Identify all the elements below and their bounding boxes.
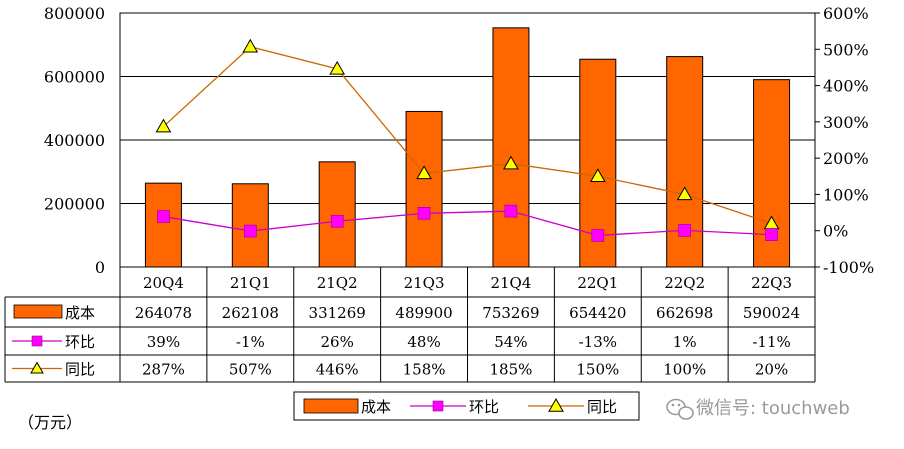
yoy-marker-21Q4 — [503, 155, 519, 170]
yoy-line — [162, 46, 772, 225]
legend-key-triangle-marker — [548, 397, 564, 412]
category-label: 21Q4 — [490, 274, 531, 292]
table-cell: 262108 — [222, 304, 279, 322]
table-cell: 331269 — [309, 304, 366, 322]
y-right-tick-label: 300% — [823, 113, 869, 132]
qoq-line — [163, 210, 772, 237]
y-right-tick-label: 500% — [823, 40, 869, 59]
table-cell: 753269 — [482, 304, 539, 322]
y-left-tick-label: 0 — [95, 258, 105, 277]
table-cell: 26% — [321, 333, 354, 351]
qoq-marker-21Q3 — [417, 206, 431, 220]
legend-key-square-marker — [432, 400, 444, 412]
table-cell: 287% — [142, 361, 185, 379]
line-series — [155, 38, 780, 242]
category-label: 21Q3 — [404, 274, 445, 292]
bar-21Q3 — [405, 110, 443, 268]
table-cell: 489900 — [395, 304, 452, 322]
yoy-marker-20Q4 — [155, 118, 172, 133]
table-cell: 54% — [494, 333, 527, 351]
table-cell: 48% — [407, 333, 440, 351]
row-key-bar — [13, 304, 63, 319]
axes: 0 200000 400000 600000 800000 -100% 0% 100% 200%… — [44, 4, 874, 277]
bar-22Q3 — [753, 79, 791, 268]
table-cell: 662698 — [656, 304, 713, 322]
yoy-marker-22Q2 — [676, 186, 693, 201]
table-cell: 20% — [755, 361, 788, 379]
row-label: 环比 — [65, 333, 95, 351]
legend-key-bar — [303, 398, 359, 414]
row-label: 成本 — [65, 304, 95, 322]
y-right-tick-label: 200% — [823, 149, 869, 168]
yoy-marker-22Q1 — [589, 168, 606, 183]
qoq-marker-20Q4 — [157, 210, 170, 223]
table-cell: 100% — [663, 361, 706, 379]
qoq-marker-21Q2 — [330, 214, 344, 228]
legend-label: 成本 — [361, 398, 391, 416]
gridlines — [119, 12, 816, 268]
table-cell: 446% — [316, 361, 359, 379]
table-cell: 39% — [147, 333, 180, 351]
yoy-marker-21Q3 — [416, 165, 432, 180]
table-cell: -13% — [579, 333, 617, 351]
y-right-tick-label: 600% — [823, 4, 869, 23]
y-right-tick-label: -100% — [823, 258, 874, 277]
legend: 成本 环比 同比 — [293, 391, 640, 421]
bar-21Q4 — [492, 27, 530, 268]
table-cell: -11% — [752, 333, 790, 351]
table-cell: 264078 — [135, 304, 192, 322]
unit-label: （万元） — [18, 413, 82, 432]
category-label: 22Q2 — [664, 274, 705, 292]
category-label: 21Q2 — [317, 274, 358, 292]
bar-21Q2 — [318, 161, 356, 268]
wechat-icon — [666, 398, 694, 420]
y-right-tick-label: 100% — [823, 185, 869, 204]
qoq-marker-22Q2 — [678, 224, 691, 237]
watermark: 微信号: touchweb — [666, 398, 850, 420]
table-cell: 654420 — [569, 304, 626, 322]
y-left-tick-label: 600000 — [44, 68, 105, 87]
table-cell: 1% — [673, 333, 697, 351]
table-cell: -1% — [236, 333, 265, 351]
data-table: 20Q4 21Q1 21Q2 21Q3 21Q4 22Q1 22Q2 22Q3 成本 264078… — [4, 267, 816, 383]
category-label: 22Q1 — [577, 274, 618, 292]
category-label: 20Q4 — [143, 274, 184, 292]
table-cell: 150% — [576, 361, 619, 379]
table-cell: 590024 — [743, 304, 800, 322]
table-cell: 185% — [489, 361, 532, 379]
yoy-marker-21Q2 — [329, 60, 346, 75]
bar-22Q2 — [666, 56, 704, 268]
qoq-marker-21Q4 — [504, 204, 518, 218]
yoy-marker-21Q1 — [242, 38, 259, 53]
y-left-tick-label: 400000 — [44, 131, 105, 150]
y-left-tick-label: 200000 — [44, 195, 105, 214]
watermark-text: 微信号: touchweb — [696, 398, 850, 419]
y-right-tick-label: 0% — [823, 222, 848, 241]
qoq-marker-22Q1 — [591, 229, 605, 242]
table-cell: 507% — [229, 361, 272, 379]
y-left-tick-label: 800000 — [44, 4, 105, 23]
qoq-marker-21Q1 — [244, 224, 257, 238]
category-label: 21Q1 — [230, 274, 271, 292]
legend-label: 环比 — [469, 398, 499, 416]
y-right-tick-label: 400% — [823, 77, 869, 96]
legend-label: 同比 — [587, 398, 617, 416]
qoq-marker-22Q3 — [765, 228, 778, 242]
category-label: 22Q3 — [751, 274, 792, 292]
bar-20Q4 — [144, 182, 182, 268]
row-label: 同比 — [65, 361, 95, 379]
row-key-triangle-marker — [30, 361, 44, 374]
row-key-square-marker — [31, 335, 43, 347]
table-cell: 158% — [403, 361, 446, 379]
